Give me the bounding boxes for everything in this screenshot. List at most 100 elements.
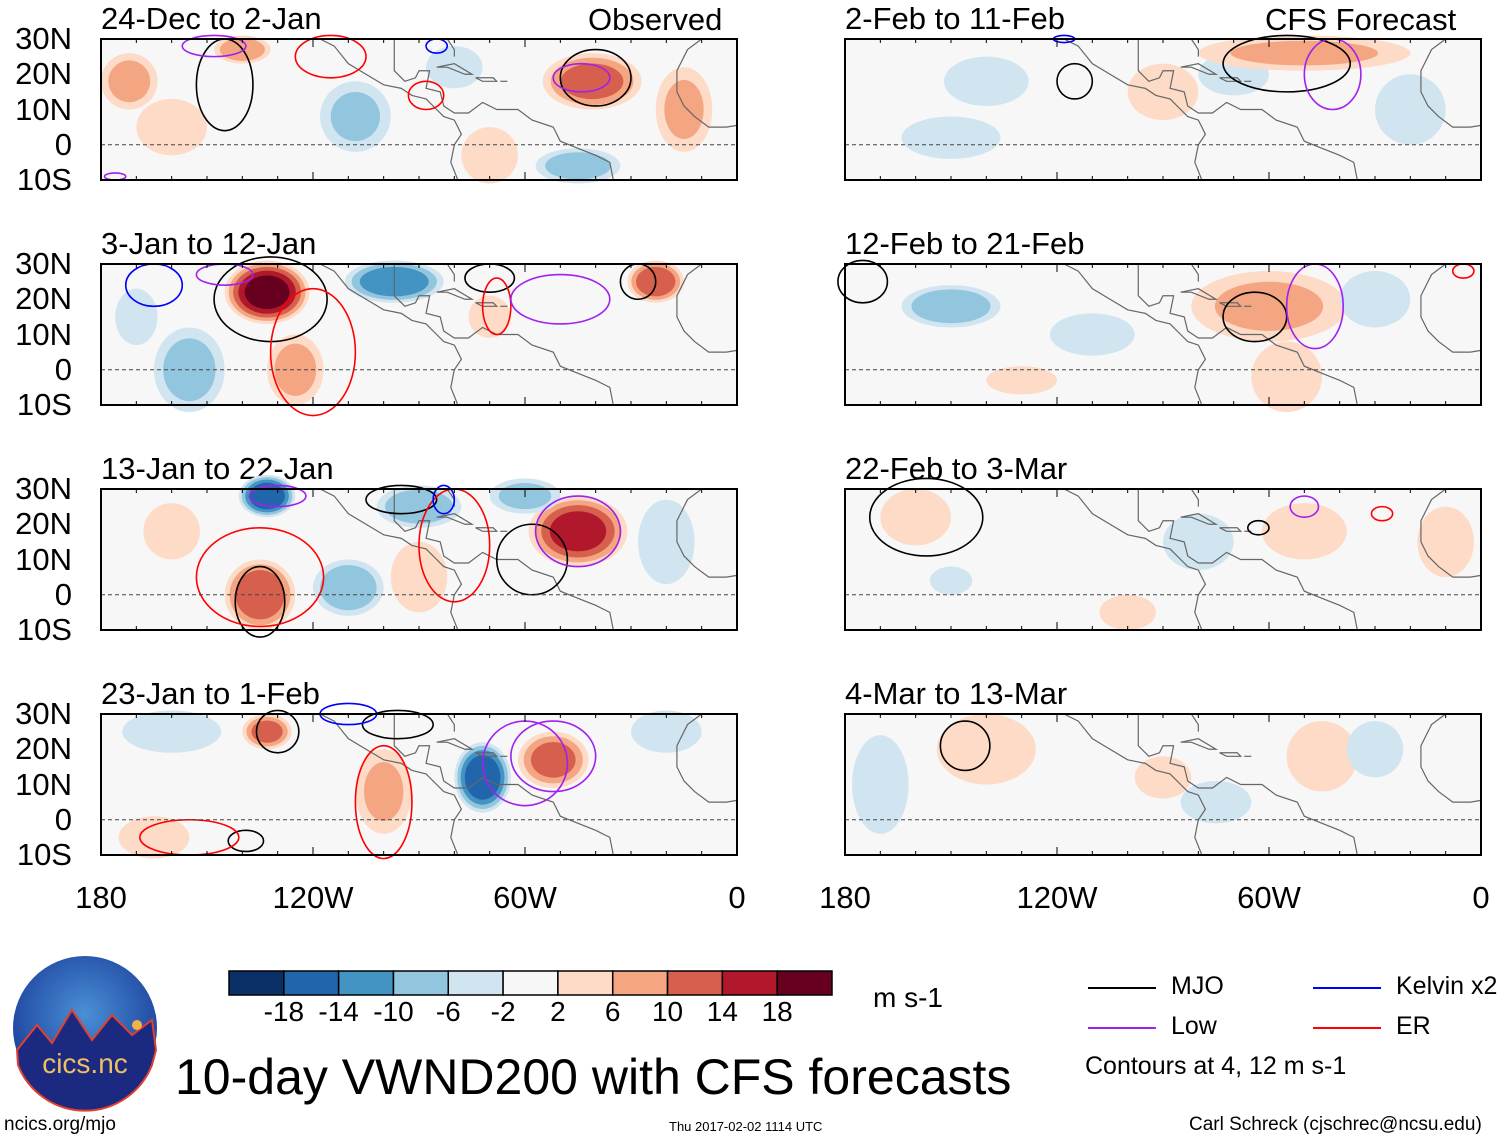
credit: Carl Schreck (cjschrec@ncsu.edu) [1189,1114,1482,1135]
wave-contour [365,484,438,515]
wave-contour [868,477,984,557]
anomaly-shade [1163,513,1234,571]
colorbar [228,970,833,996]
coastline [1137,489,1358,631]
anomaly-shade [880,489,951,546]
coastline [1063,263,1207,406]
anomaly-shade [235,570,285,620]
anomaly-shade [163,338,216,402]
map-panel [844,713,1482,856]
coastline [1137,714,1358,856]
anomaly-shade [426,46,483,89]
map-panel [100,256,738,417]
coastline [319,713,463,856]
coastline [676,38,738,128]
anomaly-shade [936,714,1036,785]
wave-contour [432,484,456,515]
lat-label: 10N [15,316,72,352]
coastline [1190,38,1199,57]
coastline [1137,39,1358,181]
anomaly-shade [545,152,611,180]
lat-label: 0 [54,126,72,162]
lon-label: 180 [75,880,127,915]
anomaly-shade [244,275,290,309]
lat-label: 20N [15,281,72,317]
map-background [101,39,737,180]
lon-label: 120W [272,880,354,915]
map-panel [844,34,1482,181]
panel-title: 4-Mar to 13-Mar [845,676,1068,711]
legend-line-er [1313,1027,1381,1029]
wave-contour [248,484,307,508]
timestamp: Thu 2017-02-02 1114 UTC [669,1119,823,1134]
anomaly-shade [1375,74,1446,145]
legend-note: Contours at 4, 12 m s-1 [1085,1052,1347,1080]
cics-logo: cics.nc [13,956,158,1112]
coastline [393,264,614,406]
colorbar-tick-label: -6 [435,996,461,1027]
wave-contour [510,720,597,793]
wave-contour [510,273,611,325]
anomaly-shade [560,63,624,100]
lon-label: 60W [1237,880,1301,915]
anomaly-shade [320,565,377,611]
coastline [1190,488,1199,507]
legend-line-low [1088,1027,1156,1029]
colorbar-tick-label: -18 [263,996,305,1027]
map-panel [100,702,738,860]
anomaly-shade [549,511,607,552]
wave-contour [1370,505,1394,522]
panel-title: 13-Jan to 22-Jan [101,451,334,486]
panel-title: 2-Feb to 11-Feb [845,1,1065,36]
colorbar-tick-label: -14 [318,996,359,1027]
panel-title: 3-Jan to 12-Jan [101,226,317,261]
map-background [845,489,1481,630]
colorbar-tick-label: 18 [761,996,793,1027]
coastline [1420,713,1482,803]
coastline [319,488,463,631]
legend-line-mjo [1088,987,1156,989]
coastline [475,752,499,757]
lat-label: 0 [54,351,72,387]
coastline [1420,263,1482,353]
shading [901,271,1411,413]
anomaly-shade [363,762,404,822]
lat-label: 10S [16,387,72,422]
anomaly-shade [115,288,158,346]
anomaly-shade [1251,341,1322,413]
wave-contour [227,829,265,853]
anomaly-shade [1127,63,1199,121]
coastline [436,513,475,525]
anomaly-shade [1134,756,1192,799]
lon-label: 180 [819,880,871,915]
lat-label: 30N [15,471,72,506]
legend-label: Kelvin x2 [1396,972,1498,1000]
anomaly-shade [122,710,222,753]
wave-contour [269,287,357,417]
forecast-label: CFS Forecast [1265,2,1457,37]
figure-title: 10-day VWND200 with CFS forecasts [175,1049,1012,1105]
lat-label: 20N [15,731,72,767]
coastline [393,714,614,856]
lat-label: 10N [15,766,72,802]
source-url[interactable]: ncics.org/mjo [4,1114,116,1135]
colorbar-tick-label: -10 [373,996,414,1027]
legend-label: Low [1171,1012,1217,1040]
wave-contour [1222,291,1288,343]
colorbar-swatch [337,970,395,996]
wave-contour [361,709,434,740]
anomaly-shade [1346,721,1404,778]
anomaly-shade [852,735,909,834]
coastline [676,263,738,353]
coastline [436,288,475,300]
svg-text:cics.nc: cics.nc [42,1048,128,1079]
wave-contour [481,277,512,336]
anomaly-shade [943,56,1029,106]
lon-label: 0 [1472,880,1490,915]
anomaly-shade [143,503,200,560]
wave-contour [552,62,611,93]
coastline [1180,513,1219,525]
wave-contour [1056,62,1094,100]
panel-title: 12-Feb to 21-Feb [845,226,1085,261]
wave-contour [1222,34,1352,93]
